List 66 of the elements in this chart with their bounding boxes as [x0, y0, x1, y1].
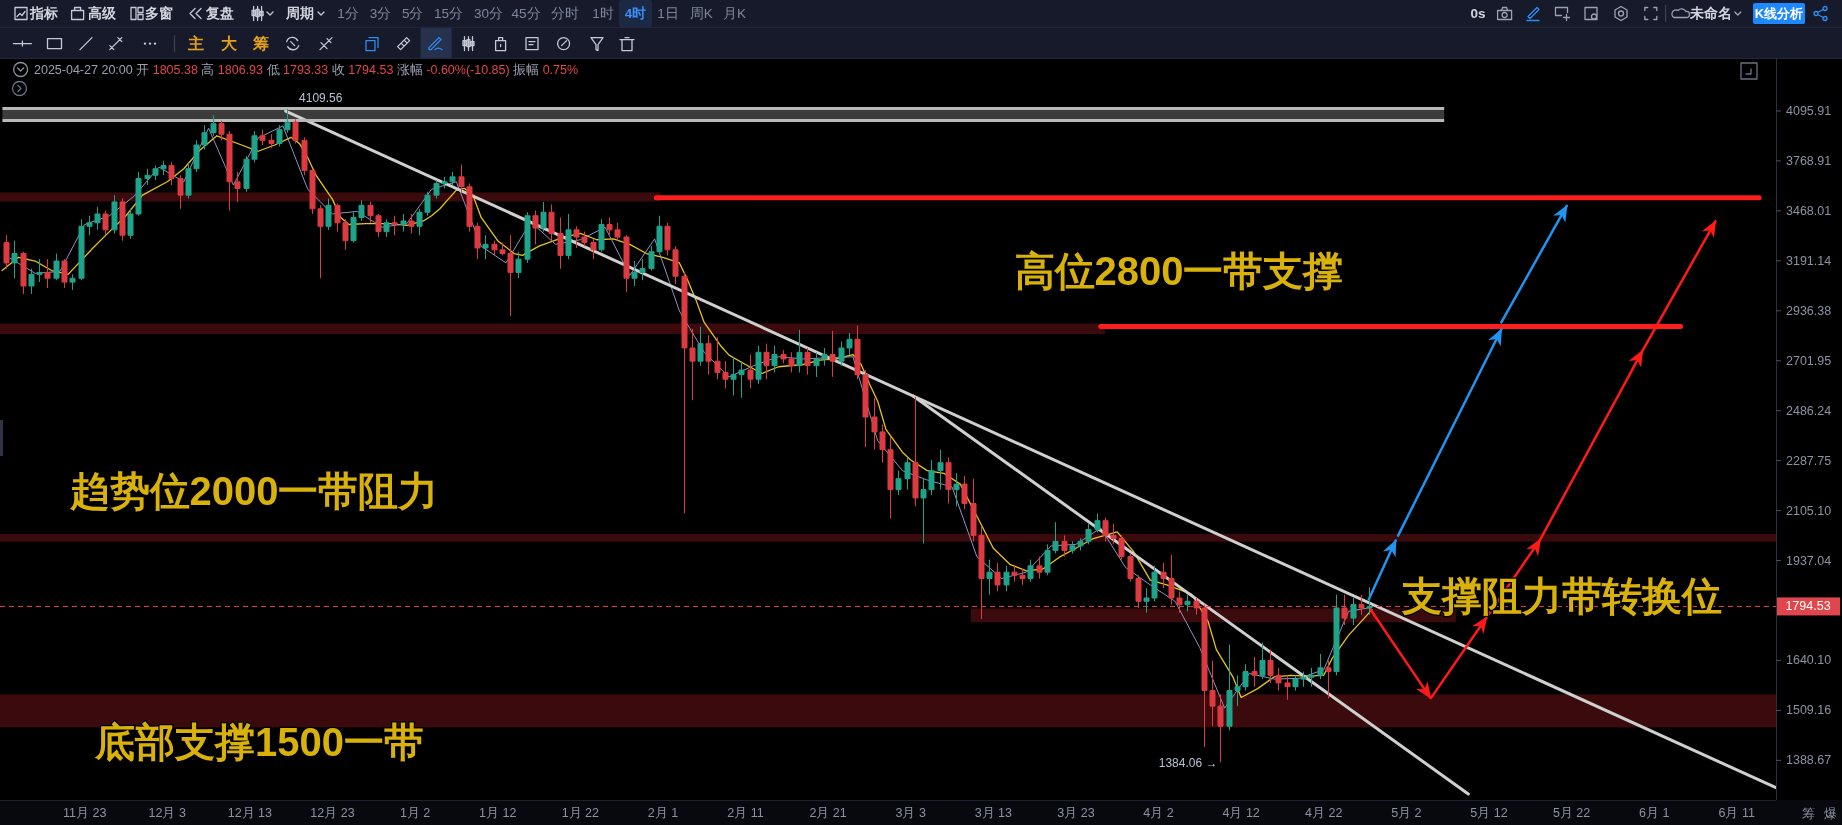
ytick-label: 1388.67 — [1786, 753, 1832, 768]
xtick-label: 12月 3 — [148, 806, 186, 820]
annotation: 月K — [723, 6, 746, 21]
ytick-label: 2105.10 — [1786, 503, 1832, 518]
annotation: 分时 — [550, 6, 579, 21]
annotation: 未命名 — [1690, 6, 1732, 21]
annotation: 多窗 — [145, 6, 174, 21]
xtick-label: 11月 23 — [63, 806, 107, 820]
xtick-label: 2月 1 — [647, 806, 679, 820]
annotation: 趋势位2000一带阻力 — [69, 469, 439, 513]
xtick-label: 2月 21 — [809, 806, 847, 820]
annotation: 复盘 — [206, 6, 234, 21]
xtick-label: 4月 2 — [1143, 806, 1174, 820]
annotation: 15分 — [434, 6, 463, 21]
annotation: 1384.06 → — [1158, 755, 1218, 770]
annotation: K线分析 — [1754, 6, 1804, 21]
xtick-label: 3月 3 — [895, 806, 926, 820]
ytick-label: 1509.16 — [1786, 703, 1832, 718]
annotation: 45分 — [511, 6, 541, 21]
annotation: 指标 — [29, 6, 58, 21]
annotation: 周期 — [286, 6, 314, 21]
ytick-label: 4095.91 — [1786, 103, 1832, 118]
annotation: 底部支撑1500一带 — [95, 720, 424, 764]
xtick-label: 1月 12 — [479, 806, 517, 820]
xtick-label: 5月 2 — [1391, 806, 1422, 820]
annotation: 4时 — [624, 6, 647, 21]
xtick-label: 12月 13 — [227, 806, 272, 820]
subtitle: 2025-04-27 20:00 开 1805.38 高 1806.93 低 1793.33 收 1794.53 涨幅 -0.60%(-10.85) 振幅 0.75% — [34, 63, 579, 77]
ytick-label: 1640.10 — [1786, 653, 1832, 668]
ytick-label: 2936.38 — [1786, 303, 1832, 318]
xtick-label: 6月 1 — [1638, 806, 1670, 820]
xtick-label: 6月 11 — [1718, 806, 1755, 820]
annotation: 爆 — [1823, 805, 1837, 821]
annotation: 高级 — [87, 6, 116, 21]
annotation: 主 — [188, 35, 204, 53]
annotation: 30分 — [474, 6, 503, 21]
annotation: 1分 — [337, 6, 359, 21]
xtick-label: 5月 22 — [1552, 806, 1591, 820]
ytick-label: 1937.04 — [1786, 553, 1832, 568]
xtick-label: 5月 12 — [1470, 806, 1508, 820]
xtick-label: 4月 22 — [1305, 806, 1343, 820]
ytick-label: 3191.14 — [1786, 253, 1832, 268]
xtick-label: 2月 11 — [727, 806, 764, 820]
ytick-label: 2287.75 — [1786, 453, 1832, 468]
annotation: 0s — [1470, 6, 1486, 21]
annotation: 大 — [220, 35, 237, 53]
ref-label: 1794.53 — [1785, 599, 1831, 614]
xtick-label: 3月 23 — [1057, 806, 1095, 820]
xtick-label: 4月 12 — [1222, 806, 1260, 820]
xtick-label: 1月 22 — [561, 806, 599, 820]
xtick-label: 1月 2 — [399, 806, 431, 820]
annotation: 高位2800一带支撑 — [1014, 249, 1344, 293]
annotation: 5分 — [401, 6, 424, 21]
ytick-label: 2486.24 — [1786, 403, 1832, 418]
annotation: 筹 — [1801, 805, 1815, 821]
annotation: 1时 — [592, 6, 614, 21]
ytick-label: 3468.01 — [1786, 203, 1832, 218]
xtick-label: 3月 13 — [974, 806, 1012, 820]
annotation: 3分 — [369, 6, 392, 21]
annotation: 4109.56 — [299, 90, 343, 105]
annotation: 1日 — [657, 6, 679, 21]
annotation: 周K — [689, 6, 713, 21]
annotation: 筹 — [253, 35, 269, 53]
xtick-label: 12月 23 — [310, 806, 355, 820]
ytick-label: 3768.91 — [1786, 153, 1832, 168]
ytick-label: 2701.95 — [1786, 353, 1832, 368]
